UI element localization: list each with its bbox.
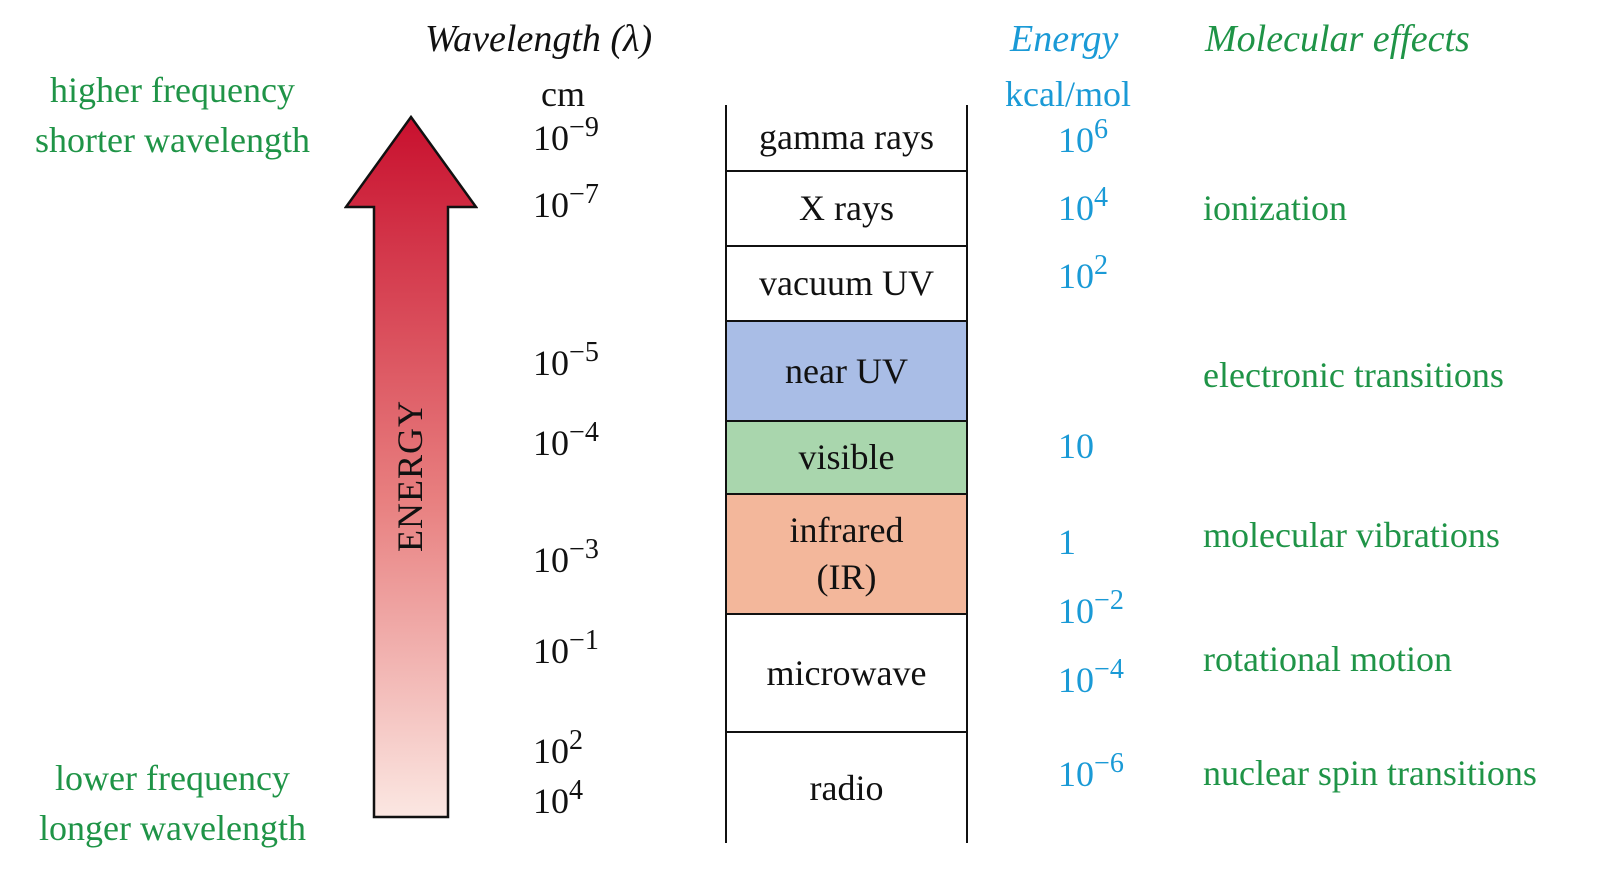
wavelength-tick-exponent: −3: [569, 533, 599, 565]
band-microwave: microwave: [727, 613, 966, 731]
longer-wavelength-label: longer wavelength: [39, 808, 306, 848]
energy-tick: 104: [1058, 183, 1108, 228]
band-x-rays: X rays: [727, 170, 966, 245]
wavelength-tick-base: 10: [533, 343, 569, 383]
band-label: infrared (IR): [789, 510, 904, 597]
energy-tick: 102: [1058, 251, 1108, 296]
molecular-effect-item: nuclear spin transitions: [1203, 753, 1537, 793]
band-label: radio: [809, 767, 884, 808]
wavelength-title: Wavelength (λ): [425, 18, 653, 60]
energy-arrow-icon: [344, 115, 478, 819]
spectrum-band-table: gamma rays X rays vacuum UV near UV visible i…: [725, 105, 968, 843]
molecular-effect-item: molecular vibrations: [1203, 515, 1500, 555]
wavelength-tick: 104: [533, 776, 583, 821]
wavelength-tick-exponent: −5: [569, 336, 599, 368]
energy-tick: 10−4: [1058, 655, 1124, 700]
energy-tick-exponent: 4: [1094, 181, 1109, 213]
wavelength-tick-base: 10: [533, 781, 569, 821]
wavelength-tick-exponent: 4: [569, 774, 584, 806]
band-label: near UV: [785, 350, 908, 391]
energy-tick-base: 10: [1058, 426, 1094, 466]
wavelength-tick-base: 10: [533, 423, 569, 463]
energy-tick-base: 10: [1058, 188, 1094, 228]
energy-tick-base: 1: [1058, 522, 1076, 562]
energy-tick-exponent: 2: [1094, 249, 1109, 281]
band-label: visible: [798, 437, 895, 478]
energy-tick-exponent: −2: [1094, 584, 1124, 616]
wavelength-tick-exponent: 2: [569, 724, 584, 756]
energy-tick-base: 10: [1058, 660, 1094, 700]
wavelength-unit: cm: [541, 74, 585, 114]
wavelength-tick: 102: [533, 726, 583, 771]
wavelength-tick: 10−3: [533, 535, 599, 580]
energy-title: Energy: [1010, 18, 1119, 60]
energy-tick-exponent: −4: [1094, 653, 1124, 685]
lower-frequency-label: lower frequency: [55, 758, 290, 798]
higher-frequency-label: higher frequency: [50, 70, 295, 110]
band-label: gamma rays: [759, 117, 934, 158]
wavelength-tick-base: 10: [533, 731, 569, 771]
wavelength-tick: 10−9: [533, 113, 599, 158]
energy-tick-base: 10: [1058, 754, 1094, 794]
energy-tick: 10−6: [1058, 749, 1124, 794]
band-label: microwave: [766, 652, 927, 693]
wavelength-tick-base: 10: [533, 185, 569, 225]
wavelength-tick-exponent: −7: [569, 178, 599, 210]
band-vacuum-uv: vacuum UV: [727, 245, 966, 320]
band-label: X rays: [799, 188, 894, 229]
wavelength-tick: 10−7: [533, 180, 599, 225]
molecular-effects-title: Molecular effects: [1205, 18, 1470, 60]
molecular-effect-item: rotational motion: [1203, 639, 1452, 679]
wavelength-tick-exponent: −1: [569, 624, 599, 656]
energy-unit: kcal/mol: [1005, 74, 1131, 114]
energy-tick: 10−2: [1058, 586, 1124, 631]
wavelength-tick-exponent: −4: [569, 416, 599, 448]
wavelength-tick: 10−4: [533, 418, 599, 463]
band-radio: radio: [727, 731, 966, 843]
energy-tick-exponent: −6: [1094, 747, 1124, 779]
energy-tick-base: 10: [1058, 591, 1094, 631]
molecular-effect-item: electronic transitions: [1203, 355, 1504, 395]
wavelength-tick: 10−1: [533, 626, 599, 671]
energy-tick: 106: [1058, 115, 1108, 160]
energy-tick: 1: [1058, 524, 1076, 560]
wavelength-tick-base: 10: [533, 540, 569, 580]
band-gamma-rays: gamma rays: [727, 105, 966, 170]
wavelength-tick-base: 10: [533, 118, 569, 158]
energy-tick: 10: [1058, 428, 1094, 464]
energy-tick-base: 10: [1058, 256, 1094, 296]
energy-arrow-label: ENERGY: [390, 400, 430, 552]
shorter-wavelength-label: shorter wavelength: [35, 120, 310, 160]
energy-tick-exponent: 6: [1094, 113, 1109, 145]
wavelength-tick-base: 10: [533, 631, 569, 671]
wavelength-tick: 10−5: [533, 338, 599, 383]
band-label: vacuum UV: [759, 263, 934, 304]
wavelength-tick-exponent: −9: [569, 111, 599, 143]
band-infrared: infrared (IR): [727, 493, 966, 613]
band-visible: visible: [727, 420, 966, 493]
molecular-effect-item: ionization: [1203, 188, 1347, 228]
energy-tick-base: 10: [1058, 120, 1094, 160]
band-near-uv: near UV: [727, 320, 966, 420]
